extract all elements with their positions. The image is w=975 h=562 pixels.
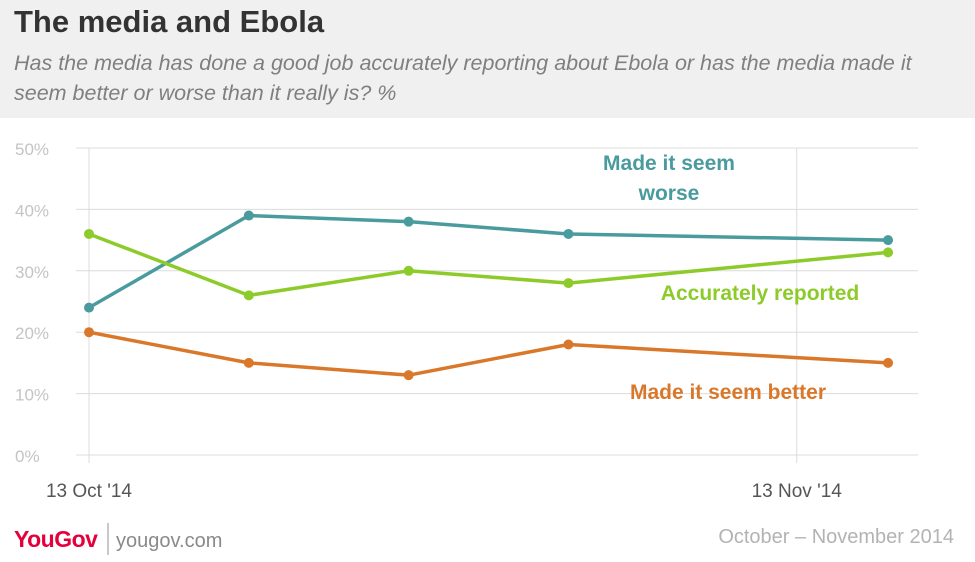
chart-subtitle: Has the media has done a good job accura… xyxy=(14,51,912,105)
y-tick-label: 10% xyxy=(15,386,49,405)
series-line xyxy=(87,330,890,377)
series-labels: Made it seem worse Accurately reported Made… xyxy=(603,152,859,404)
data-point xyxy=(243,290,254,301)
series-label: Made it seem better xyxy=(630,381,826,404)
data-point xyxy=(403,265,414,276)
data-point xyxy=(84,302,94,313)
data-point xyxy=(243,210,254,221)
data-point xyxy=(563,339,574,350)
chart-title: The media and Ebola xyxy=(14,4,325,39)
grid-lines xyxy=(76,147,918,463)
data-point xyxy=(243,357,254,368)
y-axis-ticks: 0% 10% 20% 30% 40% 50% xyxy=(15,140,49,466)
data-point xyxy=(403,370,414,381)
data-point xyxy=(883,247,894,258)
y-tick-label: 0% xyxy=(15,447,40,466)
data-point xyxy=(883,235,894,246)
data-point xyxy=(84,228,94,239)
data-point xyxy=(84,327,94,338)
y-tick-label: 40% xyxy=(15,201,49,220)
yougov-logo: YouGov xyxy=(14,526,98,552)
series-label: worse xyxy=(638,182,700,205)
x-tick-label: 13 Nov '14 xyxy=(752,481,843,502)
series-label: Made it seem xyxy=(603,152,735,175)
footer-date-range: October – November 2014 xyxy=(718,526,954,548)
data-point xyxy=(403,216,414,227)
x-axis-ticks: 13 Oct '14 13 Nov '14 xyxy=(46,481,842,502)
header-band: The media and Ebola Has the media has do… xyxy=(0,0,975,118)
data-point xyxy=(883,357,894,368)
data-point xyxy=(563,278,574,289)
series-label: Accurately reported xyxy=(661,282,859,305)
y-tick-label: 50% xyxy=(15,140,49,159)
y-tick-label: 30% xyxy=(15,263,49,282)
y-tick-label: 20% xyxy=(15,324,49,343)
footer-site-link[interactable]: yougov.com xyxy=(116,530,223,552)
x-tick-label: 13 Oct '14 xyxy=(46,481,132,502)
series-points xyxy=(84,210,894,381)
footer-divider xyxy=(107,523,109,555)
data-point xyxy=(563,228,574,239)
